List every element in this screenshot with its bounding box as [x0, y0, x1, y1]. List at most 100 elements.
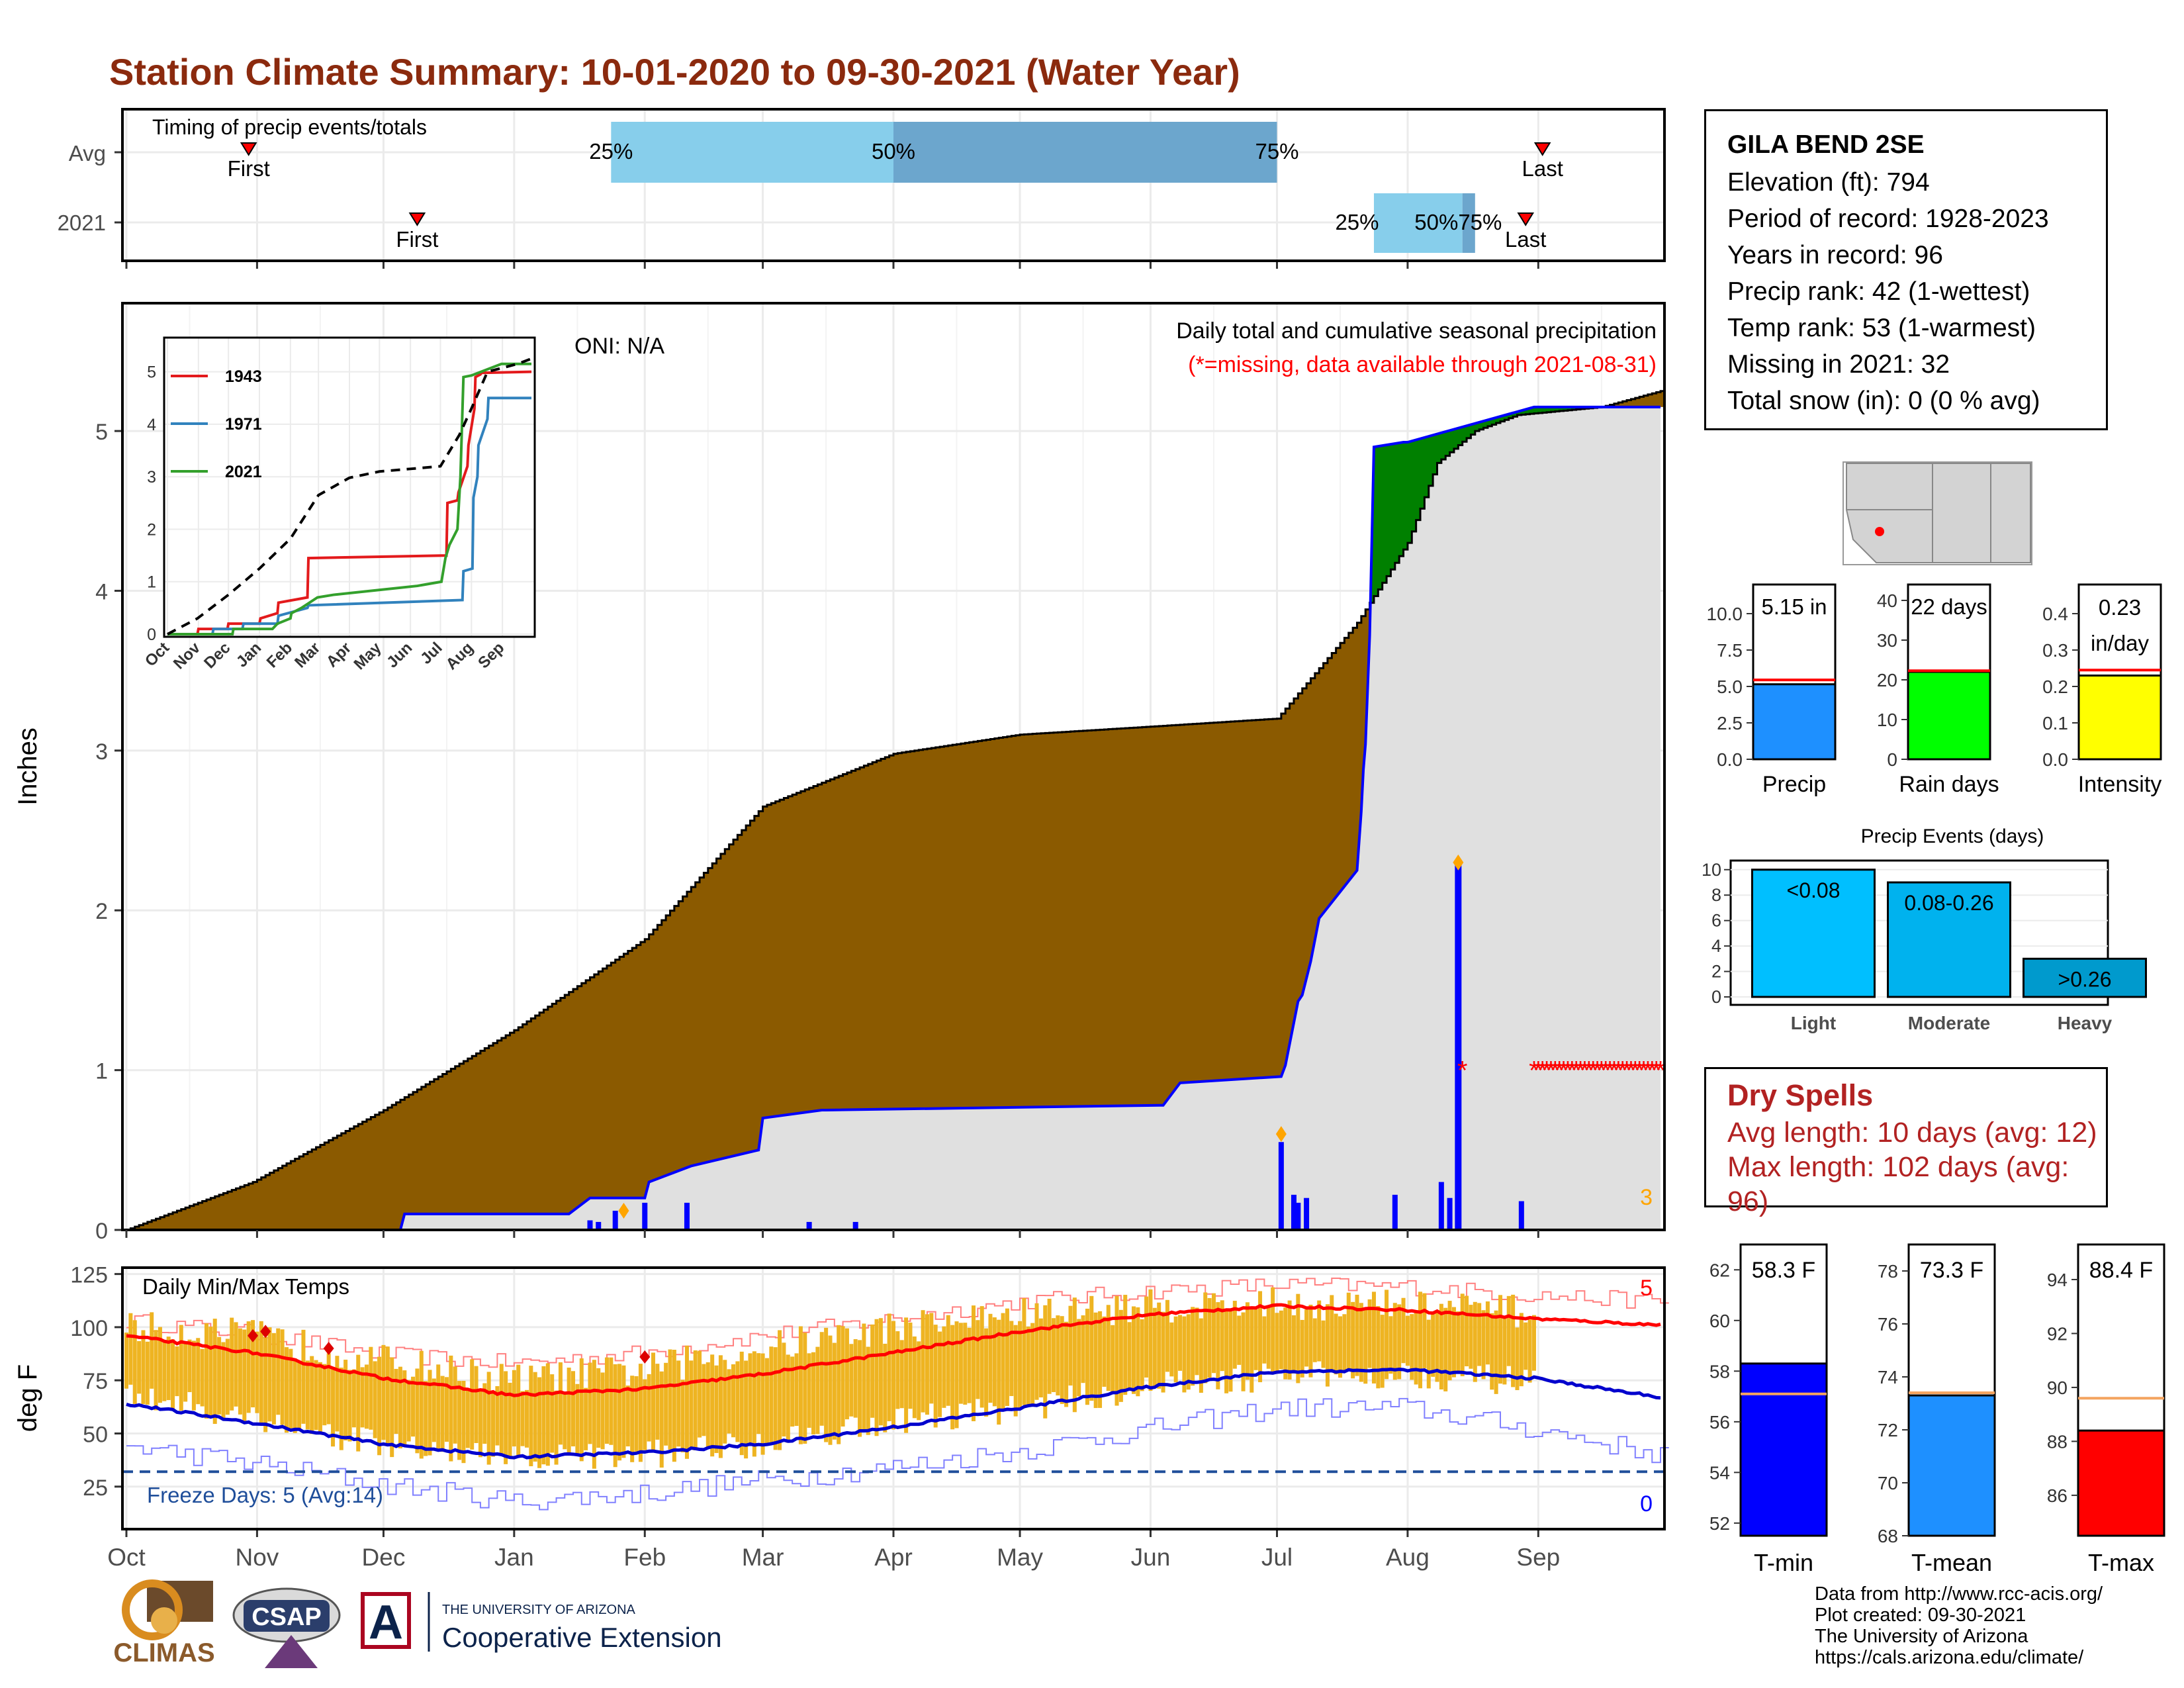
- missing-marker: *: [1655, 1056, 1666, 1086]
- daily-temp-bar: [251, 1320, 255, 1408]
- daily-temp-bar: [925, 1314, 929, 1415]
- timing-marker: [1533, 142, 1551, 156]
- daily-temp-bar: [664, 1362, 668, 1446]
- tgauge-tick-label: 90: [2047, 1378, 2068, 1398]
- daily-temp-bar: [824, 1327, 829, 1442]
- daily-temp-bar: [339, 1367, 343, 1450]
- missing-marker: *: [1592, 1056, 1603, 1086]
- daily-temp-bar: [1422, 1293, 1427, 1368]
- daily-temp-bar: [1426, 1319, 1431, 1389]
- daily-temp-bar: [1275, 1313, 1279, 1374]
- daily-temp-bar: [609, 1357, 614, 1445]
- temp-y-axis-label: deg F: [13, 1364, 42, 1432]
- events-tick-label: 6: [1711, 911, 1721, 931]
- timing-bar-50-75: [893, 122, 1277, 183]
- csap-logo-bar: [244, 1600, 330, 1632]
- daily-temp-bar: [255, 1331, 259, 1413]
- gauge-tick-label: 7.5: [1717, 640, 1743, 661]
- daily-temp-bar: [1199, 1318, 1203, 1393]
- daily-temp-bar: [343, 1360, 348, 1441]
- tgauge-tick-label: 74: [1878, 1367, 1898, 1387]
- record-low-count: 0: [1640, 1491, 1653, 1517]
- y-tick-label: 4: [95, 579, 108, 604]
- daily-temp-bar: [1161, 1311, 1165, 1393]
- inset-avg-line: [167, 357, 532, 635]
- daily-temp-bar: [571, 1371, 576, 1446]
- daily-temp-bar: [625, 1385, 630, 1447]
- daily-temp-bar: [191, 1340, 196, 1411]
- daily-temp-bar: [1098, 1311, 1103, 1408]
- missing-marker: *: [1567, 1056, 1577, 1086]
- daily-temp-bar: [1111, 1325, 1115, 1394]
- daily-temp-bar: [537, 1377, 542, 1468]
- daily-temp-bar: [158, 1327, 162, 1403]
- daily-temp-bar: [782, 1342, 786, 1437]
- daily-precip-bar: [1291, 1194, 1297, 1230]
- tgauge-tick-label: 58: [1709, 1361, 1730, 1382]
- daily-precip-bar: [1447, 1197, 1453, 1230]
- daily-temp-bar: [744, 1360, 749, 1459]
- daily-temp-bar: [1047, 1298, 1052, 1394]
- daily-temp-bar: [478, 1389, 482, 1458]
- daily-temp-bar: [756, 1353, 761, 1434]
- ua-logo-letter: A: [369, 1596, 403, 1649]
- daily-temp-bar: [837, 1325, 841, 1444]
- daily-temp-bar: [385, 1346, 390, 1446]
- record-high-marker: [260, 1325, 271, 1338]
- daily-temp-bar: [183, 1341, 188, 1402]
- daily-temp-bar: [769, 1346, 774, 1445]
- daily-temp-bar: [351, 1369, 356, 1428]
- daily-temp-bar: [444, 1377, 449, 1442]
- daily-temp-bar: [1342, 1314, 1347, 1372]
- daily-temp-bar: [659, 1371, 664, 1468]
- daily-temp-bar: [891, 1321, 895, 1430]
- inset-y-tick-label: 5: [147, 363, 156, 382]
- timing-marker: [1517, 212, 1535, 226]
- daily-temp-bar: [558, 1362, 563, 1445]
- daily-temp-bar: [398, 1366, 402, 1449]
- daily-temp-bar: [550, 1374, 555, 1453]
- daily-temp-bar: [1089, 1295, 1094, 1401]
- daily-temp-bar: [1038, 1318, 1043, 1397]
- daily-temp-bar: [276, 1328, 281, 1415]
- inset-x-tick-label: Jun: [383, 639, 416, 671]
- daily-temp-bar: [369, 1346, 373, 1430]
- daily-temp-bar: [647, 1374, 651, 1442]
- missing-marker: *: [1617, 1056, 1628, 1086]
- daily-temp-bar: [150, 1312, 154, 1389]
- timing-label-25-2021: 25%: [1335, 210, 1379, 234]
- daily-temp-bar: [1439, 1303, 1443, 1389]
- inset-x-tick-label: Sep: [475, 639, 508, 672]
- daily-temp-bar: [187, 1339, 192, 1393]
- daily-temp-bar: [1009, 1321, 1014, 1396]
- daily-temp-bar: [1300, 1319, 1304, 1378]
- events-category: Moderate: [1908, 1013, 1990, 1033]
- daily-temp-bar: [1013, 1325, 1018, 1417]
- daily-temp-bar: [204, 1323, 208, 1419]
- timing-label-50-75-2021: 50%75%: [1414, 210, 1502, 234]
- daily-temp-bar: [128, 1313, 133, 1385]
- daily-temp-bar: [293, 1358, 297, 1433]
- daily-temp-bar: [512, 1370, 516, 1447]
- timing-bar-25-50-2021: [1373, 193, 1463, 253]
- daily-temp-bar: [504, 1371, 508, 1464]
- missing-marker: *: [1600, 1056, 1611, 1086]
- daily-temp-bar: [1018, 1321, 1023, 1409]
- inset-x-tick-label: May: [350, 639, 385, 674]
- temp-y-tick-label: 100: [70, 1316, 108, 1341]
- missing-marker: *: [1563, 1056, 1573, 1086]
- daily-temp-bar: [950, 1325, 955, 1430]
- tgauge-tick-label: 52: [1709, 1513, 1730, 1534]
- daily-temp-bar: [630, 1376, 635, 1462]
- station-elevation: Elevation (ft): 794: [1727, 168, 1930, 197]
- temp-y-tick-label: 50: [83, 1422, 108, 1447]
- daily-temp-bar: [693, 1350, 698, 1451]
- daily-temp-bar: [908, 1322, 913, 1409]
- daily-temp-bar: [554, 1390, 559, 1465]
- daily-temp-bar: [613, 1364, 617, 1468]
- record-diamond: [1275, 1126, 1287, 1143]
- avg-low-line: [126, 1367, 1661, 1460]
- daily-temp-bar: [1005, 1308, 1009, 1406]
- daily-temp-bar: [849, 1344, 854, 1417]
- daily-temp-bar: [179, 1325, 183, 1411]
